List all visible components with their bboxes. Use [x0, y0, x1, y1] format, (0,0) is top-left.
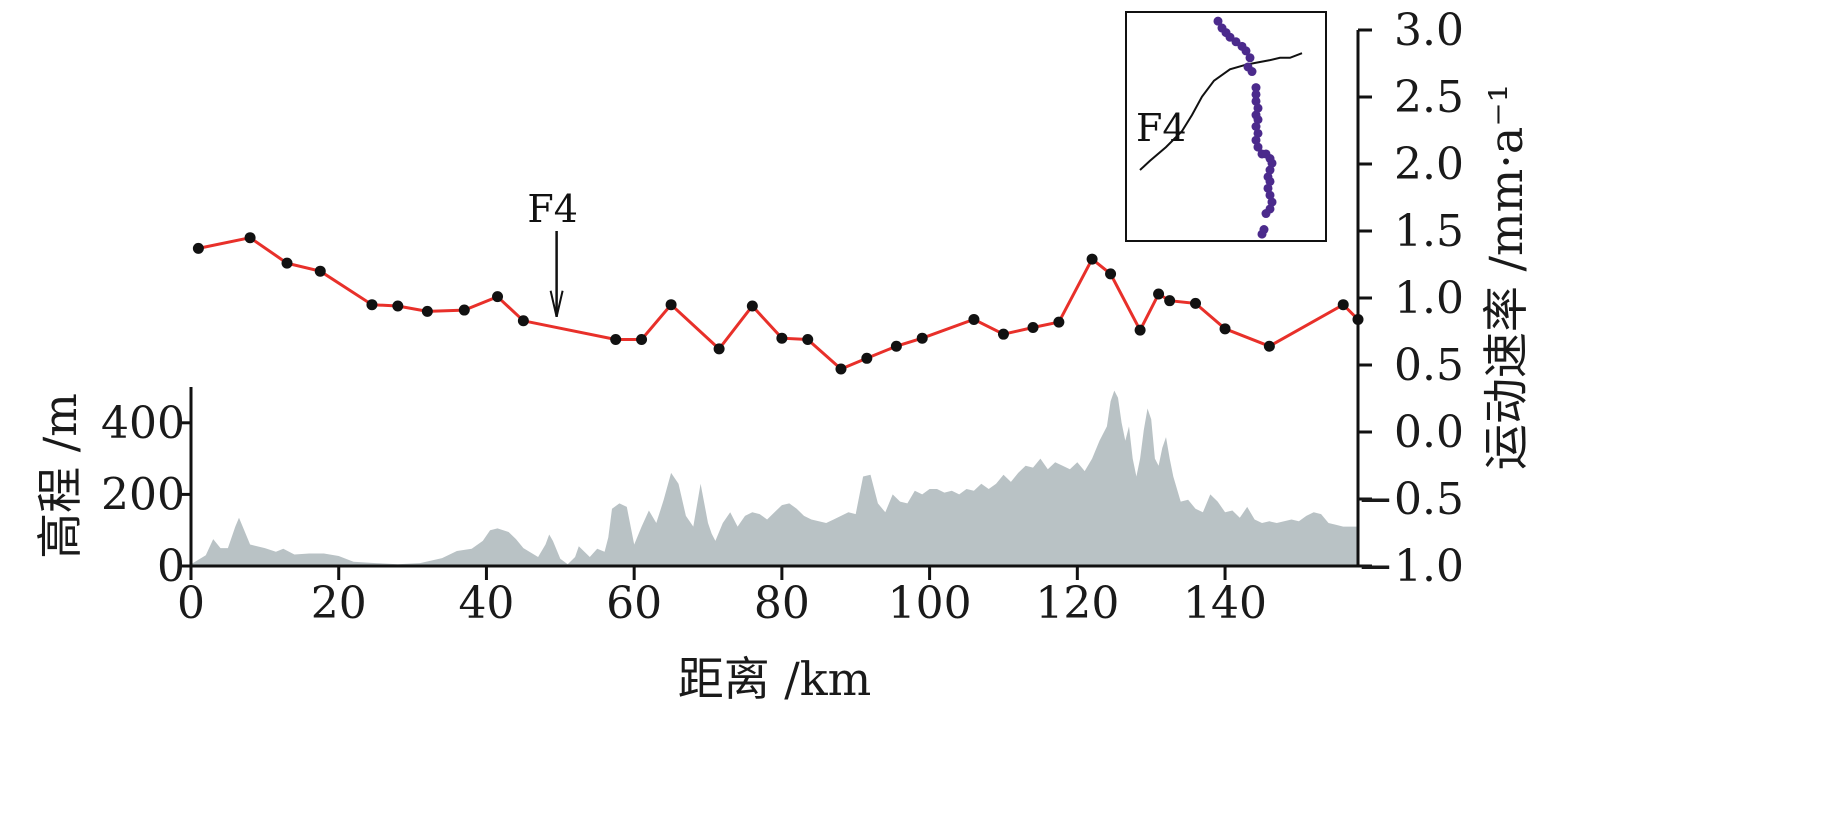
x-tick-label: 120 [1035, 578, 1119, 629]
inset-station-point [1267, 158, 1277, 168]
rate-point [1134, 324, 1146, 336]
inset-station-point [1265, 176, 1275, 186]
rate-point [458, 304, 470, 316]
rate-point [802, 334, 814, 346]
inset-frame [1125, 11, 1327, 242]
inset-station-point [1257, 229, 1267, 239]
inset-station-point [1251, 135, 1261, 145]
rate-point [1027, 321, 1039, 333]
rate-point [314, 265, 326, 277]
x-tick-label: 80 [754, 578, 810, 629]
inset-station-point [1267, 197, 1277, 207]
y-left-tick-label: 200 [101, 469, 185, 520]
rate-point [1352, 313, 1364, 325]
inset-station-point [1251, 122, 1261, 131]
y-right-tick-label: 1.5 [1394, 206, 1464, 257]
rate-point [1190, 297, 1202, 309]
y-right-tick-label: 0.0 [1394, 407, 1464, 458]
rate-point [997, 328, 1009, 340]
elevation-area [191, 390, 1358, 566]
inset-station-point [1263, 183, 1273, 193]
rate-point [421, 305, 433, 317]
x-axis-title: 距离 /km [678, 652, 872, 706]
rate-point [746, 300, 758, 312]
rate-layer [192, 232, 1364, 375]
y-right-tick-label: −1.0 [1357, 541, 1464, 592]
rate-point [492, 291, 504, 303]
y-left-tick-label: 400 [101, 398, 185, 449]
elevation-layer [191, 390, 1358, 566]
inset-station-point [1245, 53, 1255, 63]
y-left-tick-label: 0 [157, 541, 185, 592]
rate-point [192, 242, 204, 254]
inset-station-point [1251, 89, 1261, 99]
rate-point [713, 343, 725, 355]
y-right-tick-label: 3.0 [1394, 5, 1464, 56]
rate-point [517, 315, 529, 327]
inset-station-point [1253, 103, 1263, 113]
rate-point [610, 334, 622, 346]
annotation-layer: F4 [527, 187, 578, 317]
rate-point [1153, 288, 1165, 300]
x-tick-label: 60 [606, 578, 662, 629]
rate-point [1053, 316, 1065, 328]
rate-point [890, 340, 902, 352]
inset-station-point [1213, 16, 1223, 26]
inset-station-point [1253, 142, 1263, 152]
inset-station-point [1253, 115, 1263, 125]
rate-point [1219, 323, 1231, 335]
axes-layer [179, 28, 1372, 580]
rate-point [1337, 299, 1349, 311]
inset-station-point [1253, 128, 1263, 138]
y-right-tick-label: 2.5 [1394, 72, 1464, 123]
f4-label: F4 [527, 187, 578, 231]
y-right-tick-label: 2.0 [1394, 139, 1464, 190]
y-right-tick-label: 1.0 [1394, 273, 1464, 324]
x-tick-label: 100 [888, 578, 972, 629]
rate-point [861, 352, 873, 364]
rate-point [968, 313, 980, 325]
rate-point [1164, 295, 1176, 307]
y-right-tick-label: −0.5 [1357, 474, 1464, 525]
x-tick-label: 20 [311, 578, 367, 629]
inset-fault-line [1139, 52, 1303, 171]
x-tick-label: 140 [1183, 578, 1267, 629]
rate-point [392, 300, 404, 312]
inset-station-point [1251, 83, 1261, 93]
inset-station-point [1251, 96, 1261, 106]
inset-station-point [1265, 190, 1275, 200]
rate-point [776, 332, 788, 344]
y-right-tick-label: 0.5 [1394, 340, 1464, 391]
rate-point [1105, 268, 1117, 280]
inset-station-point [1241, 46, 1251, 56]
rate-point [244, 232, 256, 244]
rate-point [1263, 340, 1275, 352]
x-tick-label: 0 [177, 578, 205, 629]
inset-map: F4 [1125, 11, 1327, 242]
rate-point [665, 299, 677, 311]
rate-point [636, 334, 648, 346]
rate-point [835, 363, 847, 375]
y-left-axis-title: 高程 /m [33, 393, 87, 559]
inset-station-point [1247, 67, 1257, 77]
rate-point [916, 332, 928, 344]
rate-point [1086, 253, 1098, 265]
inset-station-point [1265, 165, 1275, 175]
label-layer: 0 20 40 60 80 100 120 140 0 200 400 −1.0 −0.5 0.0 0.5 1… [33, 5, 1533, 706]
rate-point [366, 299, 378, 311]
rate-point [281, 257, 293, 269]
x-tick-label: 40 [458, 578, 514, 629]
y-right-axis-title: 运动速率 /mm·a⁻¹ [1479, 84, 1533, 470]
inset-station-point [1261, 209, 1271, 219]
inset-fault-label: F4 [1136, 106, 1187, 150]
f4-arrow-head [549, 290, 564, 317]
